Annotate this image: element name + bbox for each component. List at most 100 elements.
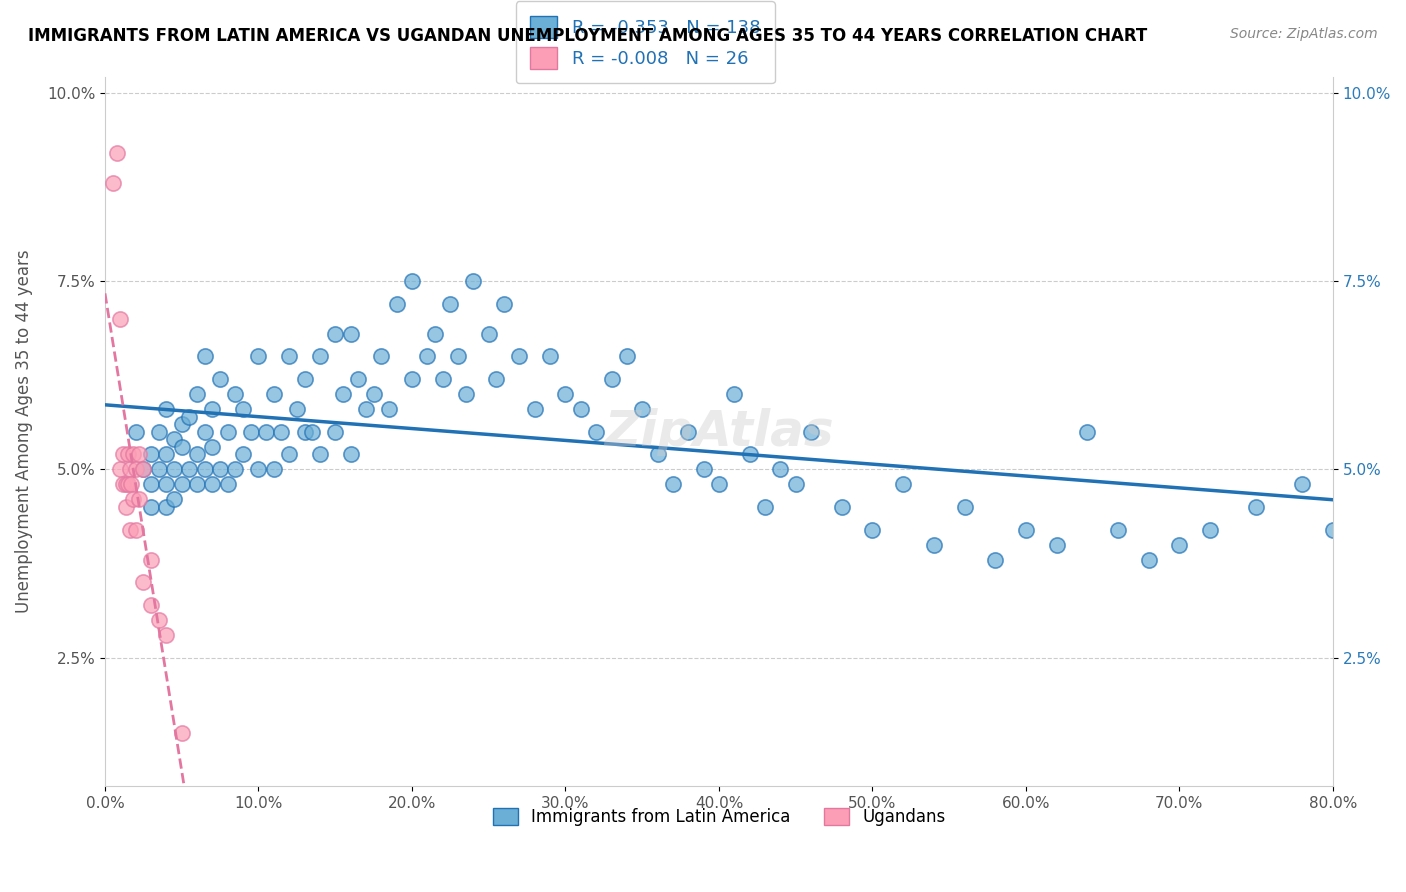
Point (953, 500, 976, 514)
Point (323, 326, 346, 341)
Point (523, 402, 546, 417)
Point (463, 274, 485, 288)
Point (121, 492, 143, 507)
Point (416, 349, 439, 363)
Point (494, 296, 516, 310)
Point (785, 477, 807, 491)
Point (163, 462, 186, 476)
Point (508, 349, 530, 363)
Point (110, 462, 132, 476)
Point (254, 425, 277, 439)
Point (148, 425, 170, 439)
Point (301, 425, 323, 439)
Point (132, 575, 155, 590)
Point (179, 462, 201, 476)
Point (224, 462, 246, 476)
Point (170, 477, 193, 491)
Point (1199, 523, 1222, 537)
Point (128, 492, 150, 507)
Point (378, 402, 401, 417)
Point (101, 176, 124, 190)
Point (155, 500, 177, 514)
Point (600, 372, 623, 386)
Point (478, 326, 501, 341)
Point (1046, 538, 1069, 552)
Point (363, 387, 385, 401)
Point (554, 387, 576, 401)
Point (332, 387, 354, 401)
Point (401, 372, 423, 386)
Point (1168, 538, 1191, 552)
Text: ZipAtlas: ZipAtlas (605, 408, 834, 456)
Point (984, 552, 1007, 566)
Point (139, 500, 162, 514)
Point (1137, 552, 1160, 566)
Point (278, 447, 301, 461)
Point (831, 500, 853, 514)
Point (922, 538, 945, 552)
Point (247, 349, 270, 363)
Point (209, 462, 232, 476)
Point (155, 477, 177, 491)
Point (631, 402, 654, 417)
Point (285, 402, 308, 417)
Point (217, 425, 239, 439)
Point (247, 462, 270, 476)
Point (115, 477, 138, 491)
Text: Source: ZipAtlas.com: Source: ZipAtlas.com (1230, 27, 1378, 41)
Point (128, 447, 150, 461)
Point (194, 349, 217, 363)
Point (118, 462, 141, 476)
Point (120, 477, 142, 491)
Point (678, 425, 700, 439)
Point (132, 462, 155, 476)
Point (201, 477, 224, 491)
Point (112, 447, 135, 461)
Point (239, 425, 262, 439)
Point (354, 402, 377, 417)
Point (439, 296, 461, 310)
Point (155, 402, 177, 417)
Point (278, 349, 301, 363)
Point (186, 477, 208, 491)
Point (139, 598, 162, 612)
Point (270, 425, 292, 439)
Point (616, 349, 638, 363)
Point (117, 477, 139, 491)
Point (170, 440, 193, 454)
Point (1107, 523, 1129, 537)
Point (1322, 523, 1344, 537)
Point (347, 372, 370, 386)
Point (186, 447, 208, 461)
Point (117, 447, 139, 461)
Point (139, 447, 162, 461)
Point (339, 447, 361, 461)
Point (232, 402, 254, 417)
Point (294, 425, 316, 439)
Point (132, 462, 155, 476)
Point (385, 296, 408, 310)
Legend: Immigrants from Latin America, Ugandans: Immigrants from Latin America, Ugandans (484, 799, 953, 834)
Point (294, 372, 316, 386)
Point (309, 349, 332, 363)
Point (118, 523, 141, 537)
Point (485, 372, 508, 386)
Point (432, 372, 454, 386)
Point (194, 425, 217, 439)
Y-axis label: Unemployment Among Ages 35 to 44 years: Unemployment Among Ages 35 to 44 years (15, 250, 32, 614)
Point (800, 425, 823, 439)
Point (323, 425, 346, 439)
Point (232, 447, 254, 461)
Point (707, 477, 730, 491)
Point (163, 492, 186, 507)
Point (454, 387, 477, 401)
Point (1076, 425, 1098, 439)
Point (186, 387, 208, 401)
Point (723, 387, 745, 401)
Point (139, 477, 162, 491)
Point (209, 372, 232, 386)
Text: IMMIGRANTS FROM LATIN AMERICA VS UGANDAN UNEMPLOYMENT AMONG AGES 35 TO 44 YEARS : IMMIGRANTS FROM LATIN AMERICA VS UGANDAN… (28, 27, 1147, 45)
Point (1291, 477, 1313, 491)
Point (263, 387, 285, 401)
Point (125, 523, 148, 537)
